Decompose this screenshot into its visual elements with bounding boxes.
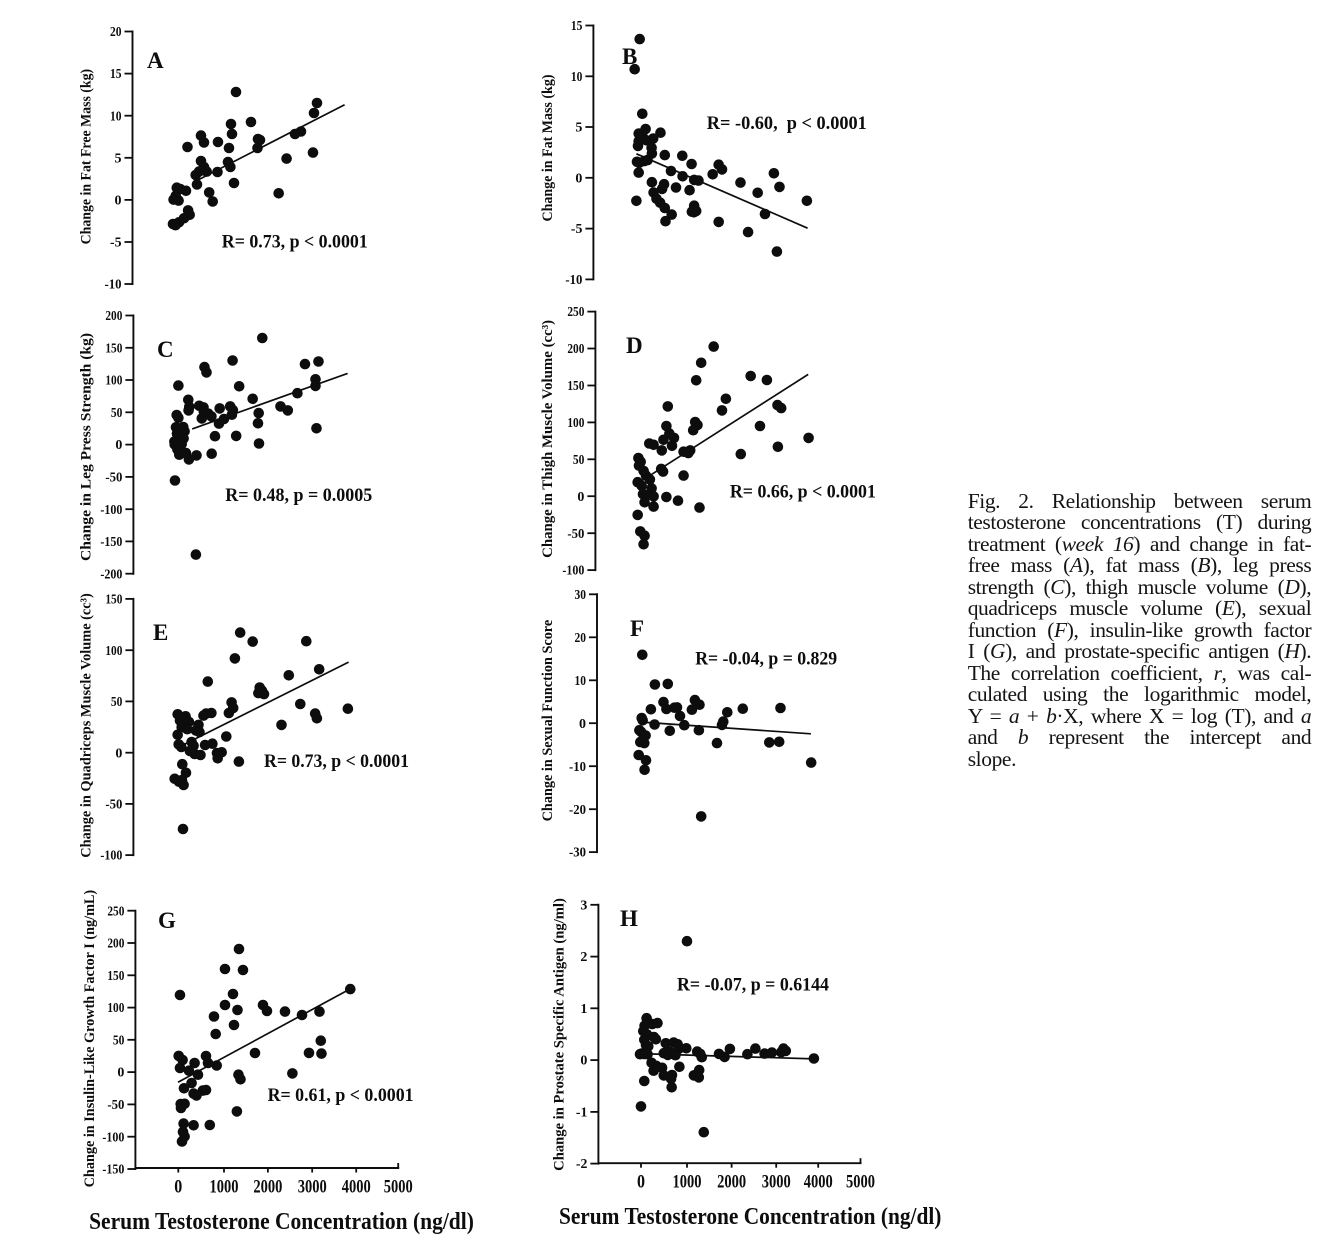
- svg-text:-30: -30: [569, 845, 586, 860]
- svg-text:250: 250: [567, 304, 584, 319]
- svg-text:3000: 3000: [762, 1172, 791, 1193]
- svg-text:0: 0: [115, 437, 122, 452]
- svg-text:-10: -10: [569, 759, 586, 774]
- svg-text:Change in Leg Press Strength (: Change in Leg Press Strength (kg): [79, 333, 95, 561]
- svg-text:G: G: [158, 908, 176, 933]
- svg-text:2: 2: [580, 949, 587, 964]
- svg-text:5: 5: [115, 150, 122, 165]
- svg-text:20: 20: [575, 630, 587, 645]
- svg-text:10: 10: [110, 108, 122, 123]
- svg-text:-150: -150: [102, 1162, 124, 1177]
- svg-text:Change in Fat Free Mass (kg): Change in Fat Free Mass (kg): [79, 69, 95, 245]
- svg-text:F: F: [630, 616, 644, 641]
- svg-text:R= -0.60, p < 0.0001: R= -0.60, p < 0.0001: [707, 113, 867, 134]
- svg-text:0: 0: [579, 716, 586, 731]
- svg-text:C: C: [157, 337, 174, 362]
- svg-text:R= -0.04, p = 0.829: R= -0.04, p = 0.829: [695, 648, 837, 669]
- svg-text:B: B: [622, 44, 637, 69]
- svg-text:2000: 2000: [253, 1177, 282, 1198]
- svg-text:30: 30: [575, 587, 587, 602]
- svg-text:Serum Testosterone Concentrati: Serum Testosterone Concentration (ng/dl): [559, 1204, 942, 1230]
- svg-text:R= 0.66, p < 0.0001: R= 0.66, p < 0.0001: [730, 482, 876, 503]
- svg-text:Serum Testosterone Concentrati: Serum Testosterone Concentration (ng/dl): [89, 1209, 474, 1235]
- svg-text:3: 3: [580, 897, 587, 912]
- svg-text:50: 50: [111, 405, 123, 420]
- svg-text:R= 0.48, p = 0.0005: R= 0.48, p = 0.0005: [225, 485, 372, 506]
- svg-text:150: 150: [567, 378, 584, 393]
- svg-text:0: 0: [115, 745, 122, 760]
- svg-text:-50: -50: [105, 797, 122, 812]
- svg-text:50: 50: [113, 1032, 125, 1047]
- svg-text:R= -0.07, p = 0.6144: R= -0.07, p = 0.6144: [677, 975, 829, 996]
- svg-text:200: 200: [107, 936, 124, 951]
- svg-text:R= 0.73, p < 0.0001: R= 0.73, p < 0.0001: [264, 751, 409, 772]
- svg-text:100: 100: [105, 643, 122, 658]
- svg-text:Change in Thigh Muscle Volume: Change in Thigh Muscle Volume (cc³): [540, 320, 556, 558]
- svg-text:10: 10: [571, 69, 583, 84]
- svg-text:-10: -10: [105, 277, 122, 292]
- svg-text:A: A: [147, 48, 164, 73]
- svg-text:-150: -150: [100, 534, 122, 549]
- svg-text:4000: 4000: [342, 1177, 371, 1198]
- svg-text:10: 10: [575, 673, 587, 688]
- svg-text:-50: -50: [105, 470, 122, 485]
- svg-text:5: 5: [575, 120, 582, 135]
- svg-text:-100: -100: [100, 502, 122, 517]
- svg-text:0: 0: [637, 1172, 645, 1193]
- svg-text:150: 150: [105, 592, 122, 607]
- svg-text:15: 15: [110, 66, 122, 81]
- svg-text:Change in Insulin-Like Growth: Change in Insulin-Like Growth Factor I (…: [82, 890, 98, 1188]
- svg-text:4000: 4000: [804, 1172, 833, 1193]
- svg-text:E: E: [153, 620, 168, 645]
- svg-text:-10: -10: [565, 272, 582, 287]
- svg-text:200: 200: [105, 308, 122, 323]
- svg-text:5000: 5000: [384, 1177, 413, 1198]
- svg-text:0: 0: [577, 489, 584, 504]
- svg-text:0: 0: [117, 1065, 124, 1080]
- svg-text:150: 150: [107, 968, 124, 983]
- svg-text:0: 0: [580, 1053, 587, 1068]
- svg-text:20: 20: [110, 24, 122, 39]
- svg-text:-100: -100: [562, 563, 584, 578]
- svg-text:200: 200: [567, 341, 584, 356]
- svg-text:100: 100: [107, 1000, 124, 1015]
- svg-text:R= 0.73, p < 0.0001: R= 0.73, p < 0.0001: [222, 232, 368, 253]
- svg-text:-200: -200: [100, 566, 122, 581]
- svg-text:-100: -100: [102, 1129, 124, 1144]
- svg-text:0: 0: [174, 1177, 182, 1198]
- svg-text:1: 1: [580, 1001, 587, 1016]
- svg-text:1000: 1000: [210, 1177, 239, 1198]
- svg-text:5000: 5000: [846, 1172, 875, 1193]
- svg-text:R= 0.61, p < 0.0001: R= 0.61, p < 0.0001: [268, 1085, 414, 1106]
- svg-text:-100: -100: [100, 848, 122, 863]
- svg-text:15: 15: [571, 18, 583, 33]
- svg-text:250: 250: [107, 903, 124, 918]
- svg-text:Change in Prostate Specific An: Change in Prostate Specific Antigen (ng/…: [552, 898, 568, 1171]
- svg-text:-5: -5: [110, 235, 122, 250]
- svg-text:-1: -1: [576, 1105, 588, 1120]
- svg-text:-50: -50: [107, 1097, 124, 1112]
- svg-text:-50: -50: [567, 526, 584, 541]
- svg-text:0: 0: [115, 193, 122, 208]
- svg-text:1000: 1000: [673, 1172, 702, 1193]
- svg-text:100: 100: [105, 373, 122, 388]
- svg-text:3000: 3000: [298, 1177, 327, 1198]
- svg-text:2000: 2000: [717, 1172, 746, 1193]
- svg-text:150: 150: [105, 340, 122, 355]
- svg-text:Change in Fat Mass (kg): Change in Fat Mass (kg): [540, 75, 556, 222]
- svg-text:50: 50: [573, 452, 585, 467]
- svg-text:D: D: [626, 333, 643, 358]
- svg-text:100: 100: [567, 415, 584, 430]
- svg-text:H: H: [620, 906, 638, 931]
- svg-text:Change in Sexual Function Scor: Change in Sexual Function Score: [540, 619, 556, 821]
- svg-text:-2: -2: [576, 1156, 588, 1171]
- svg-text:0: 0: [575, 170, 582, 185]
- svg-text:Change in Quadriceps Muscle Vo: Change in Quadriceps Muscle Volume (cc³): [79, 593, 95, 858]
- svg-text:-5: -5: [571, 221, 583, 236]
- svg-text:-20: -20: [569, 802, 586, 817]
- svg-text:50: 50: [111, 694, 123, 709]
